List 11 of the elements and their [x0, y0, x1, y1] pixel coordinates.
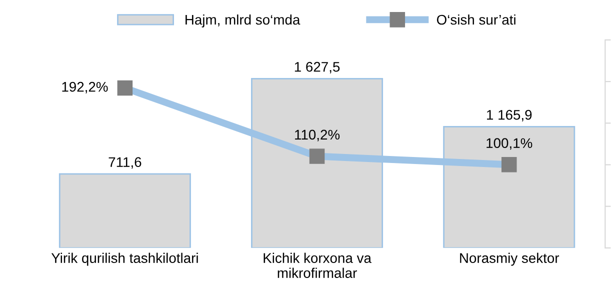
legend-label: Hajm, mlrd so‘mda — [186, 14, 300, 28]
x-tick-label: Norasmiy sektor — [460, 252, 560, 266]
data-label: 110,2% — [295, 130, 340, 142]
legend-label: O‘sish sur’ati — [436, 14, 516, 25]
data-label: 192,2% — [62, 82, 108, 94]
data-label: 1 165,9 — [487, 110, 532, 122]
data-label: 100,1% — [486, 138, 532, 150]
data-label: 711,6 — [108, 157, 142, 169]
data-label: 1 627,5 — [294, 62, 340, 74]
x-tick-label: Kichik korxona va mikrofirmalar — [264, 252, 372, 278]
x-tick-label: Yirik qurilish tashkilotlari — [51, 252, 198, 266]
